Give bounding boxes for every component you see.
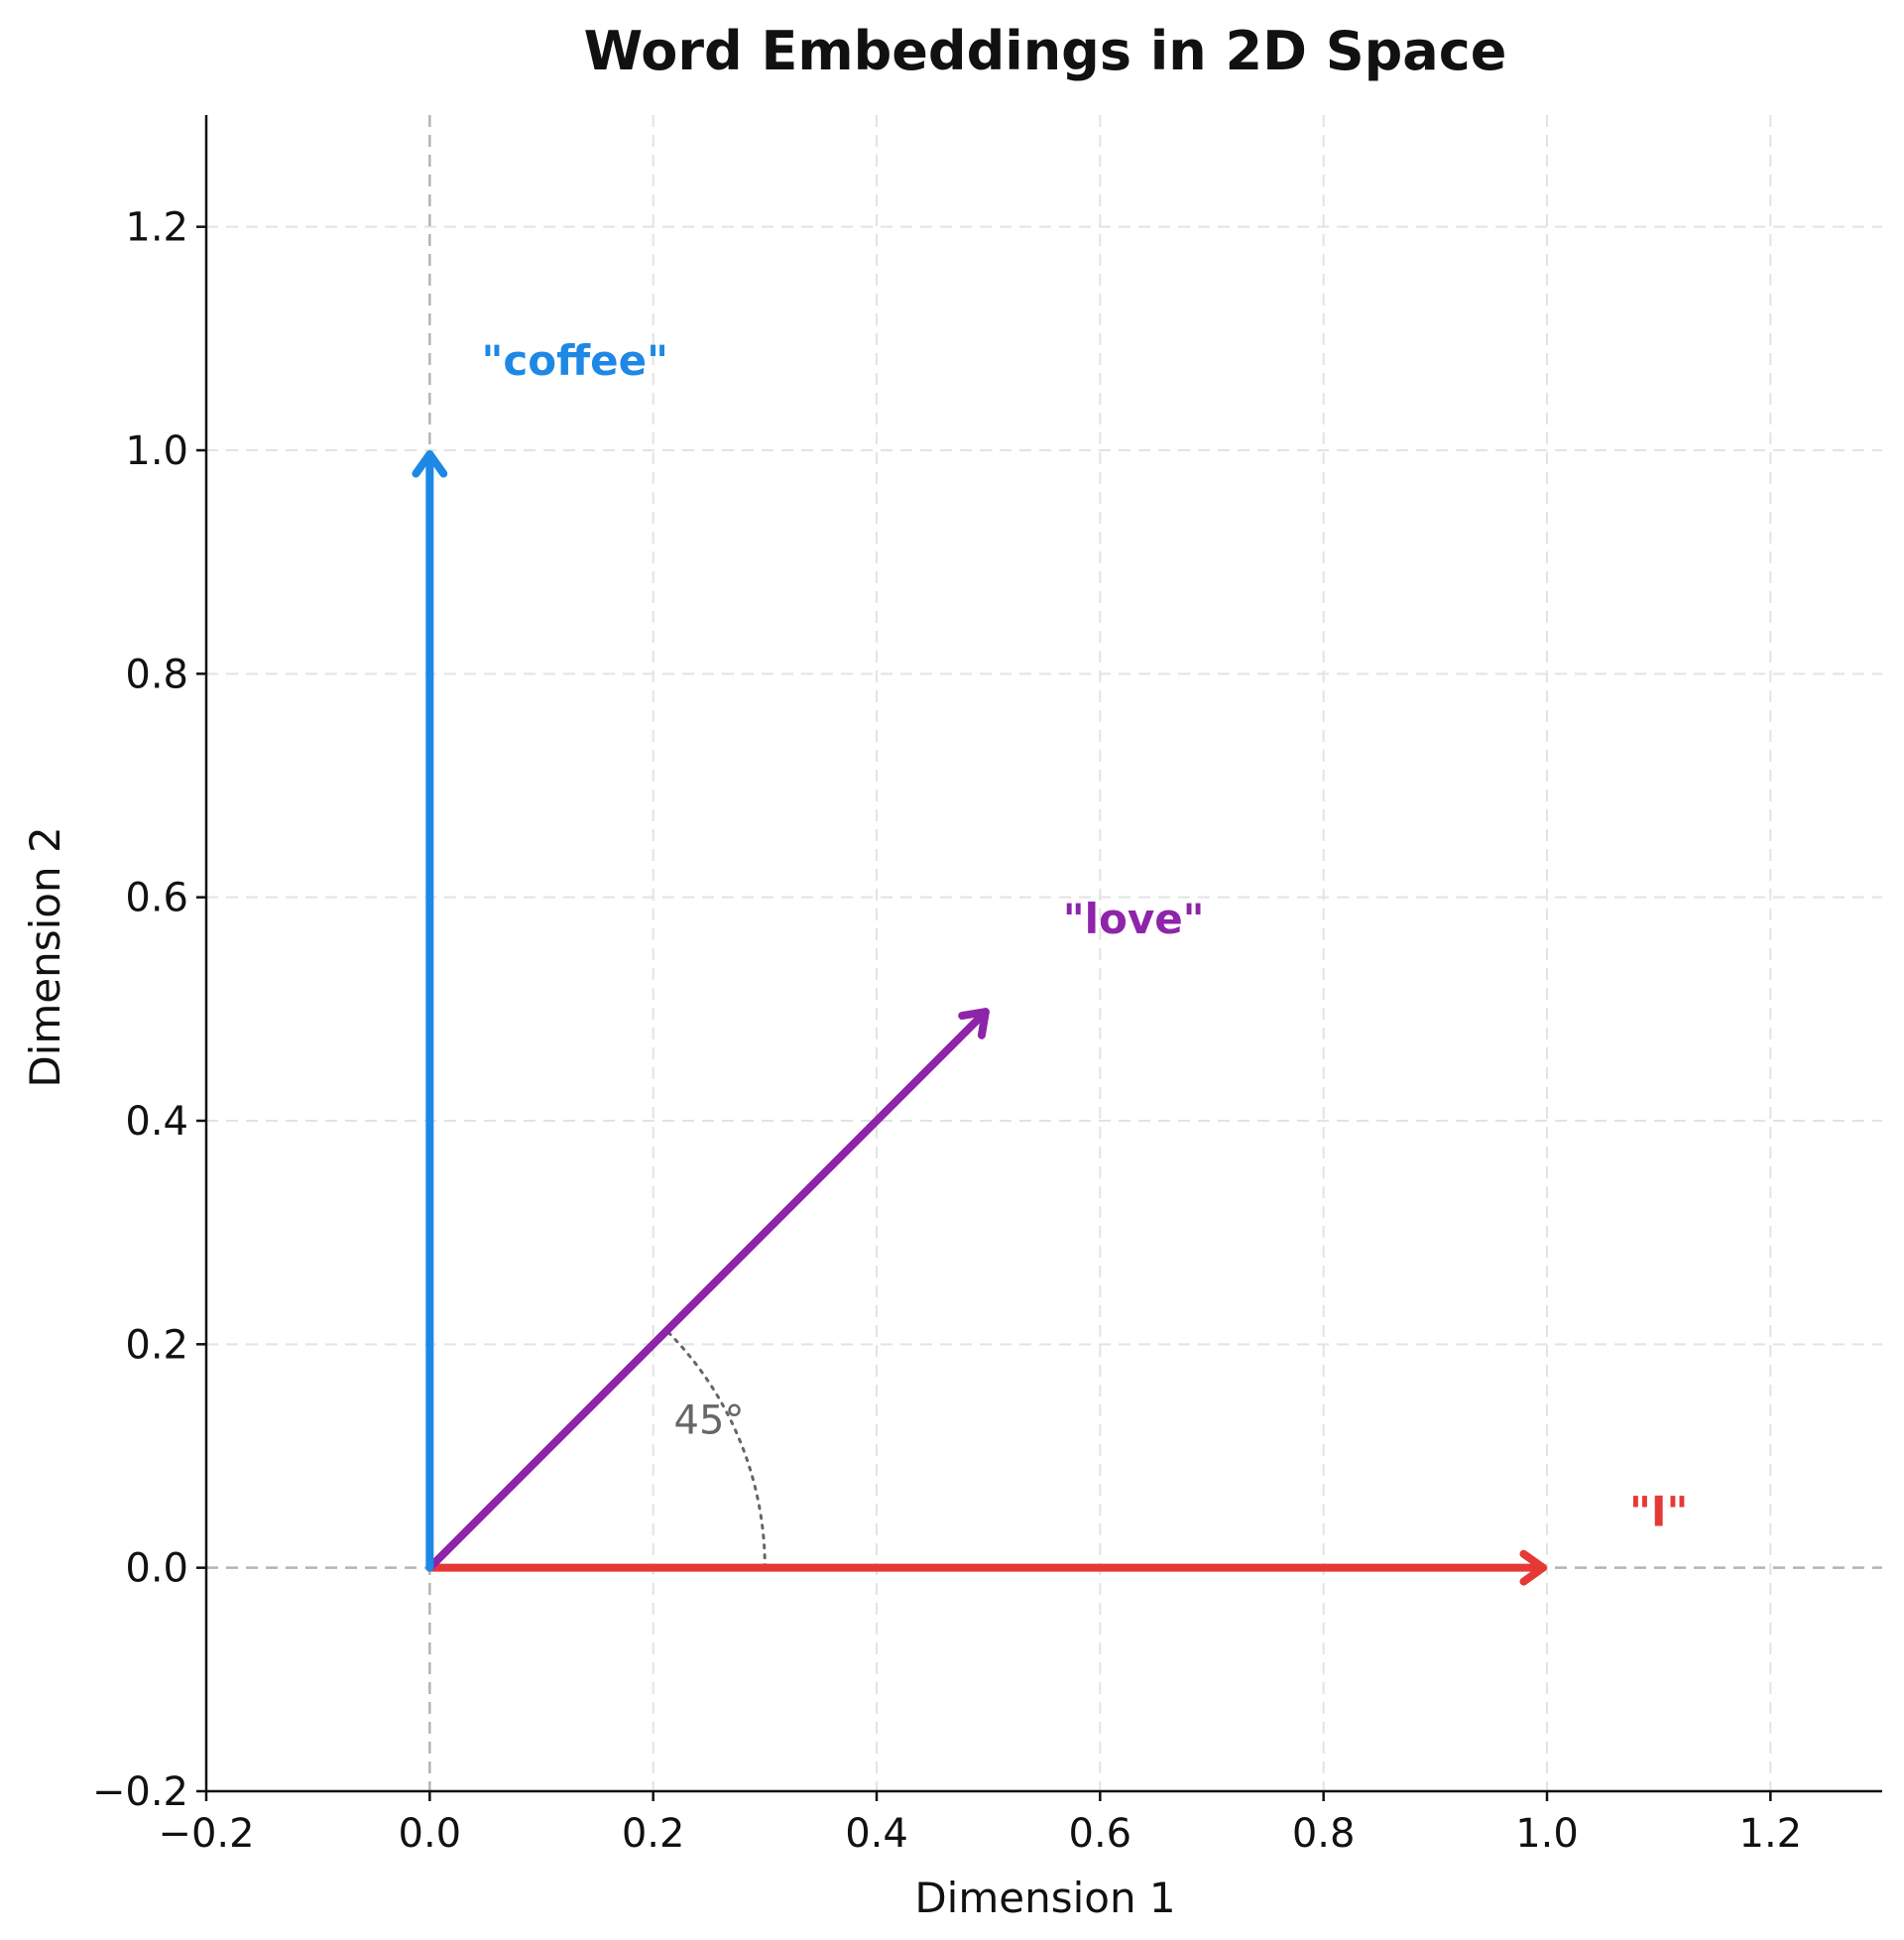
y-tick-label: 0.0 (125, 1546, 188, 1592)
grid (205, 115, 1882, 1792)
vector-label: "coffee" (482, 336, 669, 385)
y-tick-label: 0.4 (125, 1099, 188, 1145)
angle-label: 45° (674, 1397, 745, 1443)
vector-label: "love" (1063, 895, 1205, 943)
axis-ticks: −0.2 0.0 0.2 0.4 0.6 0.8 1.0 1.2 −0.2 0.0 0.2 0.4 0.… (92, 205, 1802, 1857)
y-tick-label: 0.8 (125, 652, 188, 697)
angle-arc (664, 1329, 767, 1570)
vector-arrowhead (412, 450, 448, 478)
angle-annotation: 45° (664, 1329, 767, 1570)
y-tick-label: −0.2 (92, 1769, 188, 1815)
y-tick-label: 0.6 (125, 876, 188, 921)
x-tick-label: −0.2 (158, 1811, 254, 1857)
y-tick-label: 1.2 (125, 205, 188, 251)
x-tick-label: 1.0 (1515, 1811, 1579, 1857)
x-tick-label: 0.0 (399, 1811, 462, 1857)
x-axis-label: Dimension 1 (914, 1874, 1175, 1922)
x-tick-label: 1.2 (1739, 1811, 1803, 1857)
y-tick-label: 1.0 (125, 428, 188, 474)
vector-labels: "I" "love" "coffee" (482, 336, 1689, 1535)
vector-shaft (425, 1008, 990, 1572)
x-tick-label: 0.4 (845, 1811, 908, 1857)
vector-arrowhead (1519, 1549, 1547, 1586)
vectors (412, 450, 1547, 1586)
axes-spines (204, 115, 1882, 1793)
y-tick-label: 0.2 (125, 1322, 188, 1368)
x-tick-label: 0.8 (1292, 1811, 1356, 1857)
vector-arrowhead (958, 1008, 990, 1039)
chart-title: Word Embeddings in 2D Space (584, 20, 1507, 82)
x-tick-label: 0.2 (622, 1811, 685, 1857)
x-tick-label: 0.6 (1069, 1811, 1132, 1857)
y-axis-label: Dimension 2 (21, 826, 69, 1087)
vector-label: "I" (1629, 1487, 1688, 1535)
